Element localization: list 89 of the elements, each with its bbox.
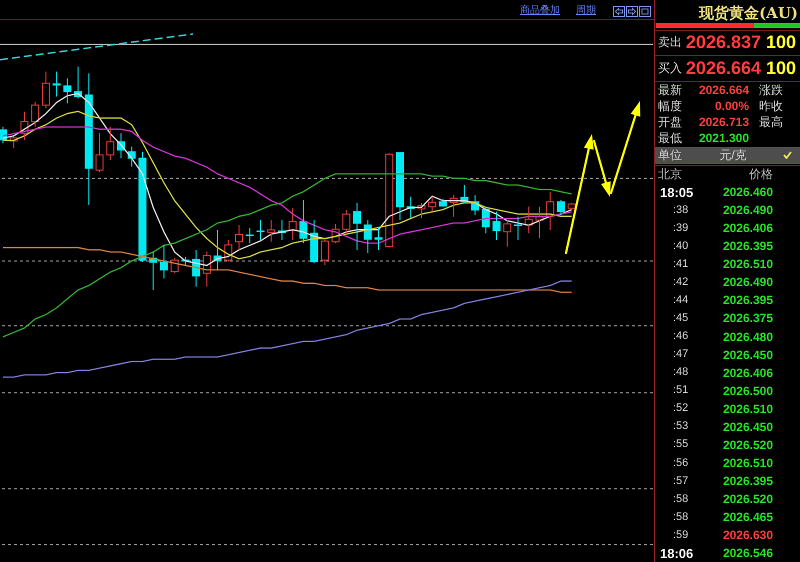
- text: :40: [673, 240, 688, 252]
- text: :59: [673, 528, 688, 541]
- text: 2026.460: [722, 185, 773, 199]
- text: 2026.490: [722, 275, 773, 290]
- text: 单位: [658, 148, 682, 162]
- candlestick: [106, 126, 114, 161]
- text: :46: [673, 330, 688, 342]
- candlestick: [396, 152, 404, 221]
- text: :47: [673, 348, 688, 360]
- text: 现货黄金(AU): [699, 4, 798, 22]
- text: 2026.395: [722, 293, 773, 308]
- text: 2026.510: [722, 456, 773, 470]
- text: 幅度: [658, 99, 682, 113]
- text: 最高: [759, 115, 783, 129]
- candlestick: [31, 101, 40, 128]
- text: 2026.395: [722, 239, 773, 254]
- text: :55: [673, 438, 688, 450]
- text: :58: [673, 510, 688, 523]
- text: 卖出: [658, 35, 682, 49]
- text: 2026.664: [686, 58, 761, 78]
- text: 2026.490: [722, 203, 773, 218]
- text: :45: [673, 312, 688, 324]
- candlestick: [514, 216, 522, 240]
- text: :44: [673, 294, 688, 306]
- text: 2026.480: [722, 330, 773, 344]
- text: 2026.520: [722, 438, 773, 452]
- text: 2026.713: [698, 115, 749, 129]
- text: :52: [673, 402, 688, 414]
- text: 18:05: [660, 184, 694, 200]
- candlestick: [374, 226, 383, 251]
- text: 2026.520: [722, 492, 773, 506]
- text: :39: [673, 222, 688, 234]
- candlestick: [63, 78, 72, 104]
- candlestick: [246, 227, 254, 244]
- candlestick: [503, 220, 512, 248]
- text: 北京: [658, 167, 682, 181]
- text: 2026.375: [722, 311, 773, 326]
- text: 0.00%: [714, 99, 749, 113]
- text: 100: [766, 32, 796, 52]
- text: 商品叠加: [520, 5, 560, 16]
- candlestick: [96, 132, 104, 173]
- text: 最新: [658, 83, 682, 97]
- text: 18:06: [660, 546, 694, 561]
- text: 涨跌: [759, 83, 783, 97]
- text: 2026.465: [722, 510, 773, 524]
- candlestick: [342, 210, 350, 234]
- text: 昨收: [759, 99, 783, 113]
- text: 价格: [749, 167, 773, 181]
- candlestick: [235, 224, 244, 251]
- text: 2026.395: [722, 474, 773, 488]
- text: 2026.546: [722, 546, 773, 560]
- text: 开盘: [658, 115, 682, 129]
- candlestick: [138, 151, 146, 263]
- text: :41: [673, 258, 688, 270]
- text: 2026.406: [722, 366, 773, 380]
- text: 2026.630: [722, 528, 773, 542]
- text: 2026.510: [722, 257, 773, 272]
- text: 2026.500: [722, 384, 773, 398]
- text: :57: [673, 474, 688, 487]
- text: 2026.837: [686, 32, 761, 52]
- text: 元/克: [719, 148, 747, 162]
- text: 最低: [658, 131, 682, 145]
- candlestick: [160, 244, 168, 279]
- text: 2026.450: [722, 420, 773, 434]
- text: 2026.664: [698, 83, 749, 97]
- text: :58: [673, 492, 688, 505]
- text: 2026.450: [722, 348, 773, 362]
- text: 2021.300: [698, 131, 749, 145]
- text: :51: [673, 384, 688, 396]
- text: 100: [766, 58, 796, 78]
- text: 2026.510: [722, 402, 773, 416]
- text: 2026.406: [722, 221, 773, 236]
- candlestick: [492, 211, 501, 240]
- candlestick: [256, 220, 264, 240]
- candlestick: [84, 72, 93, 206]
- text: :38: [673, 204, 688, 216]
- text: :42: [673, 276, 688, 288]
- candlestick: [320, 239, 329, 266]
- candlestick: [267, 220, 276, 242]
- candlestick: [353, 202, 362, 251]
- text: :56: [673, 456, 688, 469]
- text: :53: [673, 420, 688, 432]
- text: :48: [673, 366, 688, 378]
- candlestick: [52, 71, 61, 98]
- candlestick: [42, 71, 50, 109]
- candlestick: [428, 196, 436, 212]
- text: 买入: [658, 61, 682, 75]
- text: 周期: [576, 5, 596, 16]
- candlestick: [556, 200, 565, 216]
